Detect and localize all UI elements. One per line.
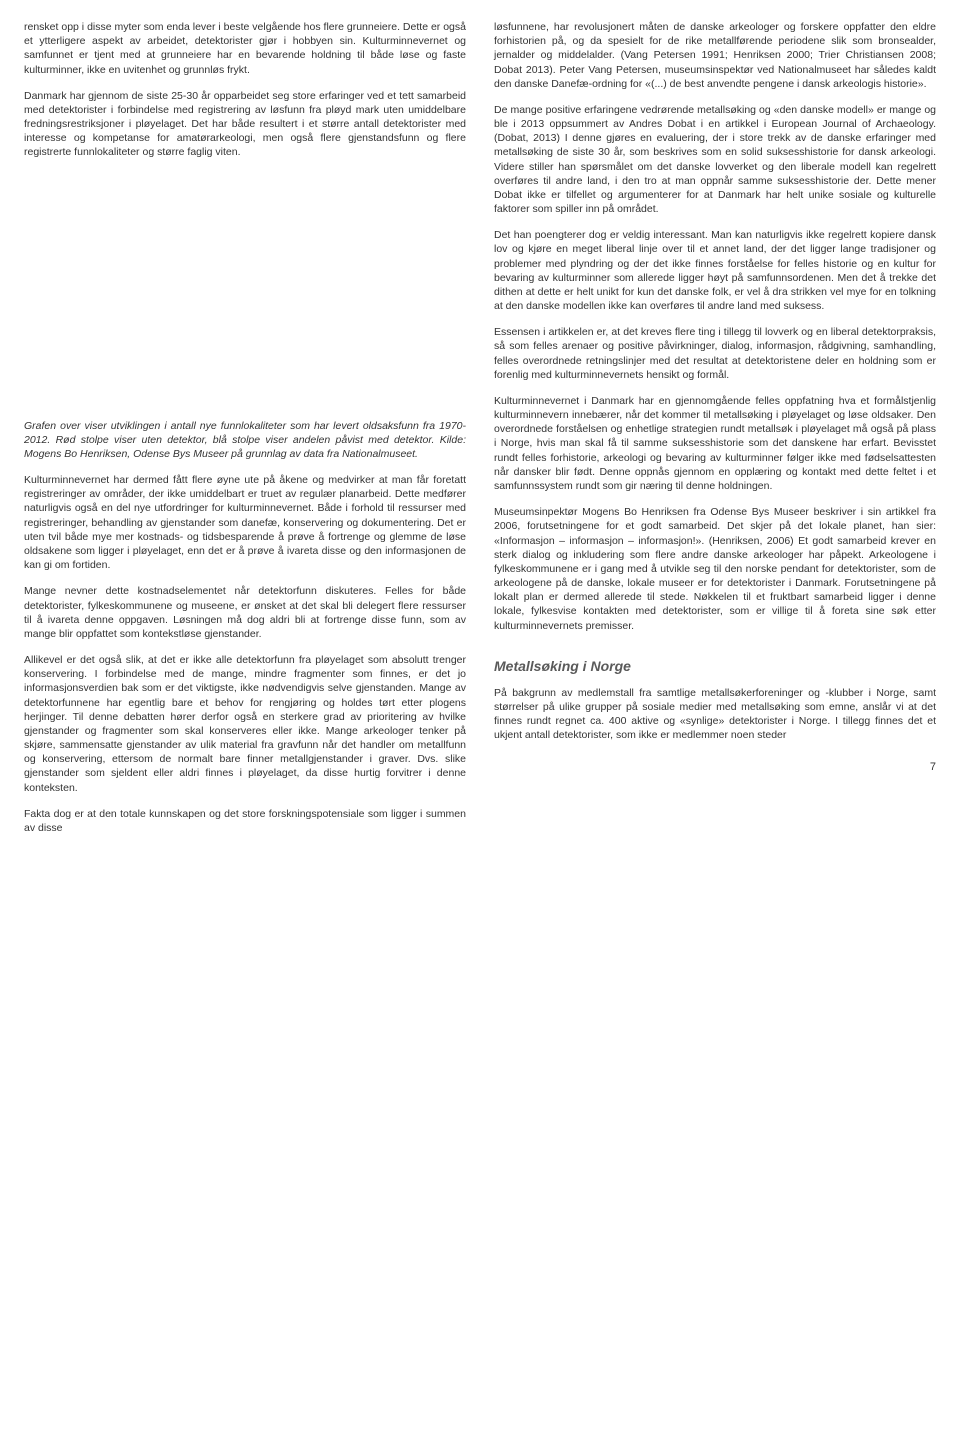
page-number: 7 xyxy=(494,760,936,775)
para: Kulturminnevernet i Danmark har en gjenn… xyxy=(494,394,936,493)
bar-chart xyxy=(24,172,466,413)
para: De mange positive erfaringene vedrørende… xyxy=(494,103,936,216)
left-column: rensket opp i disse myter som enda lever… xyxy=(24,20,466,847)
para: Mange nevner dette kostnadselementet når… xyxy=(24,584,466,641)
para: Kulturminnevernet har dermed fått flere … xyxy=(24,473,466,572)
para: løsfunnene, har revolusjonert måten de d… xyxy=(494,20,936,91)
para: På bakgrunn av medlemstall fra samtlige … xyxy=(494,686,936,743)
para: rensket opp i disse myter som enda lever… xyxy=(24,20,466,77)
chart-caption: Grafen over viser utviklingen i antall n… xyxy=(24,419,466,462)
para: Danmark har gjennom de siste 25-30 år op… xyxy=(24,89,466,160)
para: Allikevel er det også slik, at det er ik… xyxy=(24,653,466,795)
para: Essensen i artikkelen er, at det kreves … xyxy=(494,325,936,382)
chart-container xyxy=(24,172,466,413)
para: Fakta dog er at den totale kunnskapen og… xyxy=(24,807,466,835)
right-column: løsfunnene, har revolusjonert måten de d… xyxy=(494,20,936,847)
para: Museumsinpektør Mogens Bo Henriksen fra … xyxy=(494,505,936,633)
section-heading: Metallsøking i Norge xyxy=(494,657,936,676)
para: Det han poengterer dog er veldig interes… xyxy=(494,228,936,313)
